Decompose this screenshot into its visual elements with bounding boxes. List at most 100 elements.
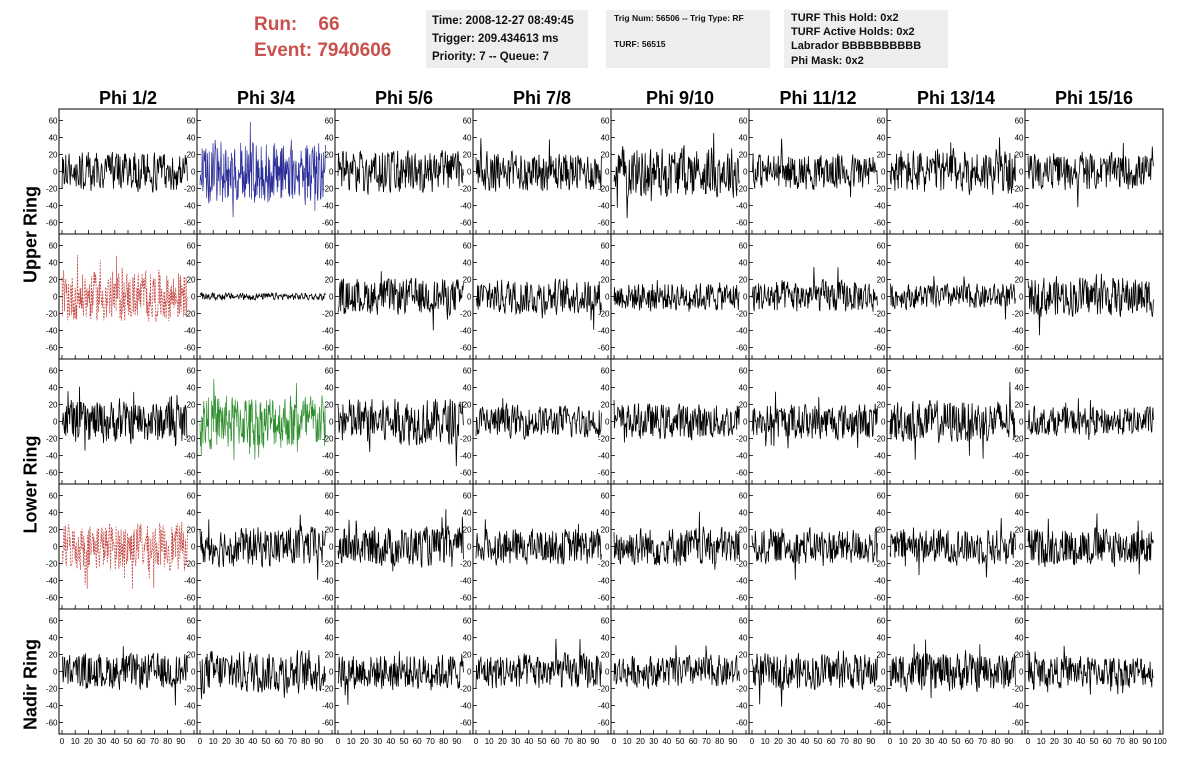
y-tick-label: 0 (605, 667, 610, 676)
y-tick-label: -40 (460, 326, 472, 335)
y-tick-label: -20 (322, 434, 334, 443)
x-tick-label: 80 (439, 737, 448, 746)
waveform-trace (475, 638, 602, 689)
x-tick-label: 0 (474, 737, 479, 746)
y-tick-label: 60 (877, 116, 886, 125)
x-tick-label: 100 (1153, 737, 1167, 746)
run-event-box: Run: 66 Event: 7940606 (254, 12, 391, 64)
y-tick-label: -40 (1012, 701, 1024, 710)
y-tick-label: 20 (463, 650, 472, 659)
y-tick-label: -40 (322, 576, 334, 585)
y-tick-label: 40 (463, 633, 472, 642)
y-tick-label: 20 (601, 150, 610, 159)
y-tick-label: 20 (877, 650, 886, 659)
y-tick-label: -40 (184, 576, 196, 585)
waveform-panel-r2-c5: -60 -40 -20 0 20 40 60 (736, 358, 888, 485)
waveform-trace (613, 511, 740, 570)
waveform-trace (1027, 513, 1154, 575)
y-tick-label: -20 (184, 309, 196, 318)
y-tick-label: 20 (739, 275, 748, 284)
y-tick-label: -40 (598, 201, 610, 210)
waveform-panel-r0-c1: -60 -40 -20 0 20 40 60 (184, 108, 336, 235)
y-tick-label: 60 (187, 616, 196, 625)
turf-active-holds-text: TURF Active Holds: 0x2 (791, 26, 915, 39)
y-tick-label: 40 (1015, 633, 1024, 642)
x-tick-label: 50 (124, 737, 133, 746)
waveform-trace (199, 291, 326, 302)
x-tick-label: 50 (1090, 737, 1099, 746)
y-tick-label: -60 (322, 468, 334, 477)
y-tick-label: 60 (877, 366, 886, 375)
y-tick-label: -20 (598, 434, 610, 443)
y-tick-label: 60 (187, 116, 196, 125)
waveform-panel-r1-c6: -60 -40 -20 0 20 40 60 (874, 233, 1026, 360)
y-tick-label: 0 (329, 167, 334, 176)
y-tick-label: 20 (463, 400, 472, 409)
waveform-trace (199, 122, 326, 218)
waveform-panel-r4-c6: -60 -40 -20 0 20 40 60 (874, 608, 1026, 735)
waveform-trace (337, 271, 464, 331)
y-tick-label: -40 (460, 201, 472, 210)
y-tick-label: -40 (46, 701, 58, 710)
column-header-phi-5-6: Phi 5/6 (374, 88, 434, 108)
y-tick-label: 0 (881, 667, 886, 676)
y-tick-label: 40 (325, 133, 334, 142)
y-tick-label: -60 (1012, 593, 1024, 602)
y-tick-label: 60 (325, 366, 334, 375)
y-tick-label: 20 (1015, 650, 1024, 659)
waveform-panel-r0-c3: -60 -40 -20 0 20 40 60 (460, 108, 612, 235)
x-tick-label: 20 (636, 737, 645, 746)
y-tick-label: 20 (463, 525, 472, 534)
x-tick-label: 70 (702, 737, 711, 746)
waveform-trace (475, 278, 602, 330)
x-tick-label: 60 (965, 737, 974, 746)
y-tick-label: 40 (739, 133, 748, 142)
y-tick-label: -40 (184, 201, 196, 210)
waveform-trace (751, 267, 878, 312)
waveform-panel-r1-c4: -60 -40 -20 0 20 40 60 (598, 233, 750, 360)
event-label: Event: (254, 40, 313, 61)
x-tick-label: 20 (84, 737, 93, 746)
waveform-trace (475, 519, 602, 566)
waveform-panel-r2-c3: -60 -40 -20 0 20 40 60 (460, 358, 612, 485)
x-tick-label: 40 (248, 737, 257, 746)
y-tick-label: -20 (874, 434, 886, 443)
x-tick-label: 80 (163, 737, 172, 746)
waveform-panel-r3-c6: -60 -40 -20 0 20 40 60 (874, 483, 1026, 610)
x-tick-label: 0 (1026, 737, 1031, 746)
y-tick-label: 40 (1015, 508, 1024, 517)
x-tick-label: 30 (649, 737, 658, 746)
y-tick-label: -20 (1012, 184, 1024, 193)
y-tick-label: 40 (1015, 133, 1024, 142)
x-tick-label: 40 (1076, 737, 1085, 746)
x-tick-label: 20 (498, 737, 507, 746)
y-tick-label: 40 (877, 383, 886, 392)
y-tick-label: -60 (184, 593, 196, 602)
y-tick-label: -20 (460, 684, 472, 693)
y-tick-label: 0 (1019, 667, 1024, 676)
waveform-trace (337, 509, 464, 572)
run-value: 66 (318, 14, 340, 35)
waveform-panel-r4-c4: -60 -40 -20 0 20 40 60 (598, 608, 750, 735)
y-tick-label: 20 (877, 150, 886, 159)
x-tick-label: 50 (538, 737, 547, 746)
waveform-panel-r1-c1: -60 -40 -20 0 20 40 60 (184, 233, 336, 360)
run-line: Run: 66 (254, 12, 391, 38)
y-tick-label: -40 (874, 576, 886, 585)
y-tick-label: 40 (877, 508, 886, 517)
time-text: Time: 2008-12-27 08:49:45 (432, 15, 574, 27)
waveform-panel-r3-c2: -60 -40 -20 0 20 40 60 (322, 483, 474, 610)
waveform-trace (199, 514, 326, 580)
y-tick-label: -60 (874, 218, 886, 227)
y-tick-label: 60 (325, 241, 334, 250)
waveform-trace (889, 639, 1016, 699)
column-header-phi-1-2: Phi 1/2 (98, 88, 158, 108)
y-tick-label: -60 (736, 468, 748, 477)
y-tick-label: -60 (184, 468, 196, 477)
y-tick-label: 40 (877, 633, 886, 642)
y-tick-label: -20 (1012, 434, 1024, 443)
x-tick-label: 0 (198, 737, 203, 746)
waveform-trace (61, 151, 188, 193)
x-tick-label: 70 (288, 737, 297, 746)
